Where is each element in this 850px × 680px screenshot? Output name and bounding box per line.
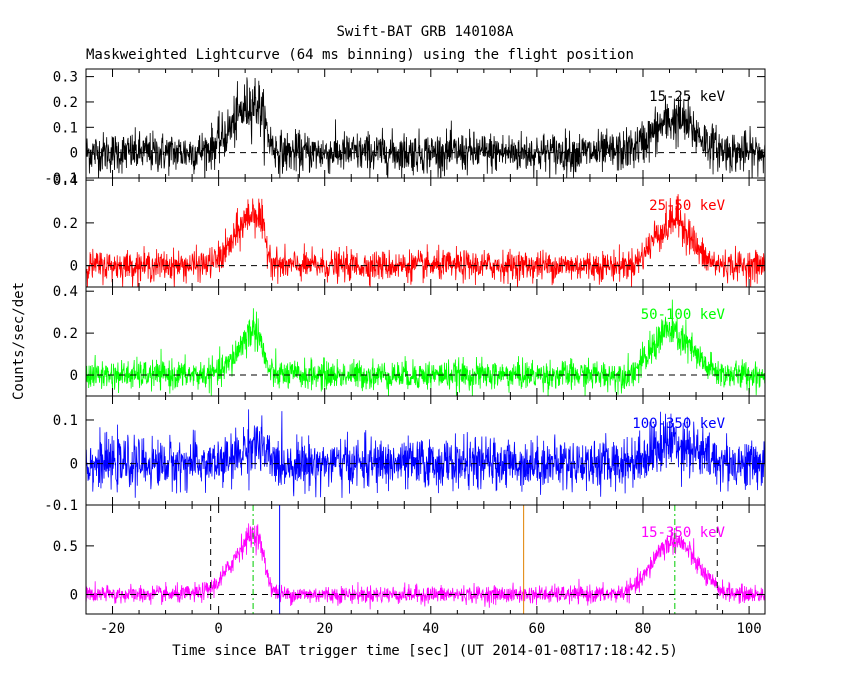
y-tick-label: 0 xyxy=(70,259,78,275)
y-tick-label: 0.2 xyxy=(53,326,78,342)
panel-frame xyxy=(85,504,766,615)
x-tick-label: 80 xyxy=(635,621,652,637)
y-tick-label: -0.1 xyxy=(44,171,78,187)
x-tick-label: 0 xyxy=(214,621,222,637)
x-tick-label: 20 xyxy=(316,621,333,637)
y-tick-label: -0.1 xyxy=(44,498,78,514)
x-tick-label: 60 xyxy=(528,621,545,637)
x-axis-label: Time since BAT trigger time [sec] (UT 20… xyxy=(172,643,678,659)
panel-4: 0 0.5 15-350 keV xyxy=(53,504,766,615)
panel-frame xyxy=(85,177,766,288)
y-tick-label: 0.1 xyxy=(53,120,78,136)
y-tick-label: 0.4 xyxy=(53,173,78,189)
x-tick-label: 100 xyxy=(736,621,761,637)
lightcurve-series xyxy=(86,523,765,610)
panel-0: 0 0.1 0.2 0.3 -0.1 15-25 keV xyxy=(44,68,766,187)
y-tick-label: 0 xyxy=(70,146,78,162)
y-tick-label: 0 xyxy=(70,457,78,473)
panel-2: 0 0.2 0.4 50-100 keV xyxy=(53,284,766,397)
band-label: 100-350 keV xyxy=(632,416,725,432)
band-label: 50-100 keV xyxy=(641,307,726,323)
y-tick-label: 0.2 xyxy=(53,216,78,232)
panel-1: 0 0.2 0.4 25-50 keV xyxy=(53,173,766,288)
x-tick-label: 40 xyxy=(422,621,439,637)
y-tick-label: 0.4 xyxy=(53,284,78,300)
y-tick-label: 0.5 xyxy=(53,539,78,555)
panel-3: 0 0.1 -0.1 100-350 keV xyxy=(44,395,766,514)
y-tick-label: 0.2 xyxy=(53,95,78,111)
lightcurve-series xyxy=(86,409,765,498)
lightcurve-series xyxy=(86,299,765,396)
chart-subtitle: Maskweighted Lightcurve (64 ms binning) … xyxy=(86,47,634,63)
y-tick-label: 0.3 xyxy=(53,70,78,86)
y-tick-label: 0 xyxy=(70,588,78,604)
lightcurve-series xyxy=(86,194,765,287)
band-label: 15-350 keV xyxy=(641,525,726,541)
y-tick-label: 0.1 xyxy=(53,413,78,429)
band-label: 15-25 keV xyxy=(649,89,725,105)
x-tick-labels: -20 0 20 40 60 80 100 xyxy=(100,621,762,637)
y-tick-label: 0 xyxy=(70,368,78,384)
chart-title: Swift-BAT GRB 140108A xyxy=(336,24,514,40)
y-axis-label: Counts/sec/det xyxy=(11,282,27,400)
x-tick-label: -20 xyxy=(100,621,125,637)
band-label: 25-50 keV xyxy=(649,198,725,214)
lightcurve-series xyxy=(86,77,765,178)
